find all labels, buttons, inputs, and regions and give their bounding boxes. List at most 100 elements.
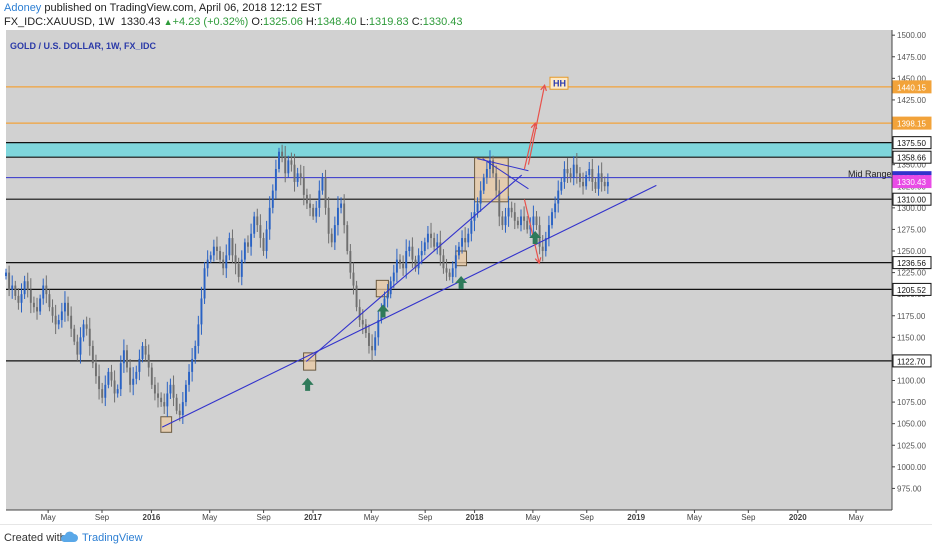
price-tick-label: 1225.00 [897, 269, 926, 278]
candle-body [600, 173, 603, 182]
candle-body [572, 164, 575, 178]
candle-body [371, 345, 374, 351]
tradingview-link[interactable]: TradingView [82, 532, 143, 544]
candle-body [181, 402, 184, 416]
candle-body [67, 302, 70, 316]
candle-body [135, 371, 138, 379]
candle-body [302, 177, 305, 195]
candle-body [32, 302, 35, 308]
candle-body [101, 389, 104, 398]
mid-range-label: Mid Range [848, 169, 892, 179]
candle-body [228, 238, 231, 256]
up-arrows [301, 231, 542, 391]
candle-body [535, 216, 538, 226]
chart-title: GOLD / U.S. DOLLAR, 1W, FX_IDC [10, 41, 157, 51]
candle-body [603, 181, 606, 187]
candle-body [256, 216, 259, 226]
candle-body [206, 259, 209, 269]
candle-body [451, 268, 454, 277]
time-tick-label: Sep [741, 513, 756, 522]
close-label: C: [411, 16, 423, 28]
price-label-text: 1122.70 [897, 357, 926, 366]
time-tick-label: Sep [256, 513, 271, 522]
candle-body [287, 160, 290, 174]
price-tick-label: 975.00 [897, 484, 922, 493]
tradingview-cloud-icon [60, 530, 78, 548]
price-label-box [892, 354, 932, 368]
candle-body [436, 242, 439, 247]
candle-body [340, 203, 343, 208]
candle-body [330, 233, 333, 243]
candle-body [268, 207, 271, 230]
triangle-line [482, 158, 529, 190]
close-value: 1330.43 [422, 16, 463, 28]
candle-body [405, 251, 408, 269]
candle-body [194, 345, 197, 359]
candle-body [551, 212, 553, 226]
candle-body [157, 393, 159, 398]
candle-body [262, 238, 265, 252]
candle-body [554, 203, 557, 213]
price-tick-label: 1275.00 [897, 225, 926, 234]
candle-body [492, 160, 495, 174]
time-axis: May Sep 2016 May Sep 2017 May Sep 2018 May Sep 2019… [41, 510, 864, 522]
price-label-box [892, 192, 932, 206]
candle-body [454, 255, 457, 269]
candle-body [563, 168, 566, 182]
up-arrow-icon [529, 231, 542, 245]
candle-body [526, 220, 529, 230]
candle-body [439, 242, 442, 256]
candle-body [8, 272, 11, 290]
candle-body [265, 229, 268, 252]
candle-body [575, 164, 578, 174]
candle-body [386, 294, 389, 299]
highlight-box [455, 250, 468, 267]
price-tick-label: 1025.00 [897, 441, 926, 450]
candle-body [411, 246, 414, 260]
candle-body [343, 203, 346, 226]
candle-body [113, 380, 116, 394]
candle-body [594, 181, 597, 189]
author-link[interactable]: Adoney [4, 2, 42, 14]
price-label-text: 1375.50 [897, 139, 926, 148]
price-label-text: 1236.56 [897, 259, 926, 268]
price-label-box [892, 175, 932, 189]
candle-body [321, 177, 324, 191]
hh-label: HH [549, 76, 569, 90]
time-tick-label: May [202, 513, 217, 522]
candle-body [20, 294, 23, 303]
high-value: 1348.40 [316, 16, 357, 28]
candle-body [296, 173, 299, 182]
candle-body [442, 255, 445, 269]
price-tick-label: 1300.00 [897, 204, 926, 213]
candle-body [11, 285, 14, 290]
projection-line [527, 85, 546, 165]
candle-body [253, 216, 256, 234]
price-tick-label: 1175.00 [897, 312, 926, 321]
price-tick-label: 1450.00 [897, 74, 926, 83]
candle-body [163, 402, 166, 407]
candle-body [26, 281, 29, 290]
price-label-box [892, 150, 932, 164]
candle-body [498, 190, 501, 217]
candle-body [402, 263, 405, 269]
projection-arrowhead [534, 257, 542, 265]
candle-body [495, 173, 498, 191]
candle-body [225, 255, 228, 269]
candle-body [95, 363, 97, 377]
candle-body [392, 272, 395, 282]
candle-body [85, 324, 88, 329]
candle-body [63, 302, 66, 312]
candle-body [318, 190, 321, 208]
candle-body [433, 238, 436, 247]
candle-body [17, 295, 20, 303]
candle-body [333, 225, 336, 243]
candle-body [476, 203, 479, 213]
price-label-text: 1358.66 [897, 154, 926, 163]
price-tick-label: 1150.00 [897, 333, 926, 342]
candle-body [501, 216, 504, 226]
candle-body [516, 220, 519, 226]
candle-body [178, 410, 181, 416]
price-label-box [892, 256, 932, 270]
